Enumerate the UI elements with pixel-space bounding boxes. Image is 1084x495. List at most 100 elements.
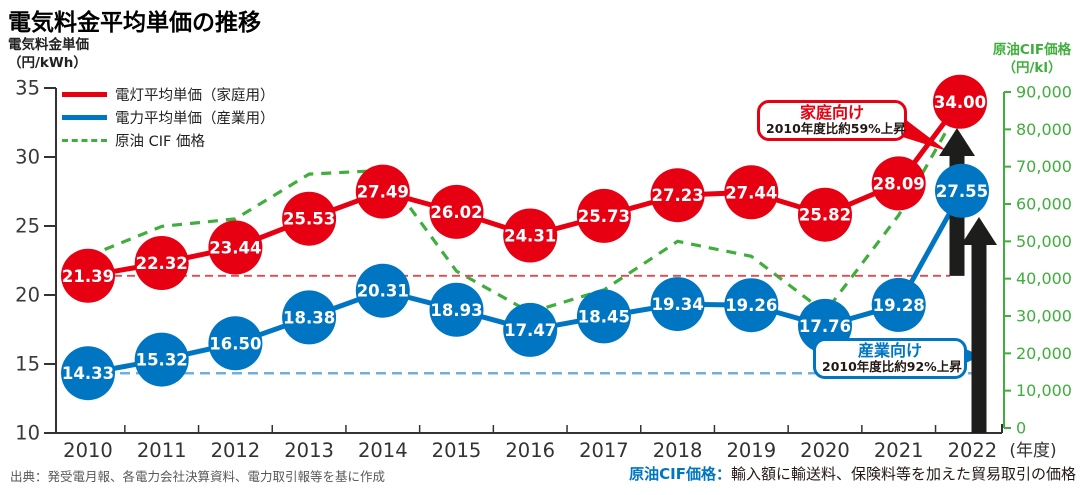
legend-label: 原油 CIF 価格 <box>115 134 205 150</box>
svg-text:19.28: 19.28 <box>873 296 925 315</box>
data-point-industry: 18.45 <box>576 289 631 344</box>
svg-text:2013: 2013 <box>284 439 334 462</box>
svg-text:14.33: 14.33 <box>62 364 114 383</box>
svg-text:27.44: 27.44 <box>725 183 777 202</box>
svg-text:19.26: 19.26 <box>725 296 777 315</box>
data-point-household: 34.00 <box>933 74 987 129</box>
left-axis: 35 30 25 20 15 10 <box>15 77 57 445</box>
legend-line-green-dashed-icon <box>62 139 107 142</box>
svg-text:20: 20 <box>15 284 40 307</box>
source-note: 出典：発受電月報、各電力会社決算資料、電力取引報等を基に作成 <box>10 469 386 484</box>
svg-text:80,000: 80,000 <box>1016 120 1072 139</box>
svg-text:34.00: 34.00 <box>934 93 986 112</box>
svg-text:15.32: 15.32 <box>136 351 188 370</box>
svg-text:2020: 2020 <box>800 439 850 462</box>
legend-item-cif: 原油 CIF 価格 <box>62 129 275 152</box>
svg-text:2018: 2018 <box>653 439 703 462</box>
legend-item-household: 電灯平均単価（家庭用） <box>62 83 275 106</box>
svg-text:2010: 2010 <box>63 439 113 462</box>
data-point-household: 25.82 <box>798 187 852 242</box>
svg-text:22.32: 22.32 <box>136 254 188 273</box>
svg-text:23.44: 23.44 <box>209 239 261 258</box>
svg-text:2011: 2011 <box>137 439 187 462</box>
svg-text:70,000: 70,000 <box>1016 157 1072 176</box>
svg-text:15: 15 <box>15 353 40 376</box>
page-title: 電気料金平均単価の推移 <box>8 10 261 36</box>
data-point-household: 26.02 <box>429 184 484 239</box>
svg-text:26.02: 26.02 <box>430 203 482 222</box>
svg-text:16.50: 16.50 <box>209 334 261 353</box>
svg-text:30: 30 <box>15 146 40 169</box>
svg-text:19.34: 19.34 <box>651 295 703 314</box>
data-point-household: 23.44 <box>208 220 263 275</box>
right-axis-title: 原油CIF価格 （円/kl） <box>984 42 1080 77</box>
data-point-industry: 19.34 <box>650 277 705 332</box>
legend-label: 電灯平均単価（家庭用） <box>115 88 275 104</box>
svg-text:2022: 2022 <box>948 439 998 462</box>
svg-text:2021: 2021 <box>874 439 924 462</box>
svg-text:28.09: 28.09 <box>873 174 925 193</box>
svg-text:20,000: 20,000 <box>1016 344 1072 363</box>
svg-text:50,000: 50,000 <box>1016 232 1072 251</box>
svg-text:40,000: 40,000 <box>1016 269 1072 288</box>
data-point-industry: 19.26 <box>724 278 779 333</box>
cif-note-text: 輸入額に輸送料、保険料等を加えた貿易取引の価格 <box>730 465 1076 483</box>
data-point-household: 25.53 <box>282 191 337 246</box>
svg-text:10,000: 10,000 <box>1016 381 1072 400</box>
svg-text:27.49: 27.49 <box>357 183 409 202</box>
legend-line-red-icon <box>62 92 107 97</box>
right-axis-title-line1: 原油CIF価格 <box>992 42 1072 58</box>
svg-text:2019: 2019 <box>726 439 776 462</box>
svg-text:18.38: 18.38 <box>283 308 335 327</box>
annotation-household: 家庭向け 2010年度比約59%上昇 <box>757 100 907 142</box>
data-point-household: 27.44 <box>724 165 779 220</box>
svg-text:0: 0 <box>1016 419 1026 438</box>
legend-item-industry: 電力平均単価（産業用） <box>62 106 275 129</box>
svg-text:24.31: 24.31 <box>504 227 556 246</box>
data-point-industry: 15.32 <box>134 332 189 387</box>
data-point-household: 22.32 <box>134 236 189 290</box>
data-point-household: 24.31 <box>503 208 558 263</box>
svg-text:27.23: 27.23 <box>651 186 703 205</box>
increase-arrow <box>961 217 997 433</box>
data-point-household: 21.39 <box>61 248 115 303</box>
svg-text:60,000: 60,000 <box>1016 195 1072 214</box>
left-axis-title: 電気料金単価 （円/kWh） <box>8 36 89 72</box>
svg-text:21.39: 21.39 <box>62 267 114 286</box>
svg-text:10: 10 <box>15 422 40 445</box>
data-point-industry: 18.93 <box>429 282 484 337</box>
data-point-industry: 17.47 <box>503 302 558 357</box>
svg-text:2015: 2015 <box>432 439 482 462</box>
annotation-title: 産業向け <box>857 341 922 360</box>
svg-text:2012: 2012 <box>211 439 261 462</box>
left-axis-title-line1: 電気料金単価 <box>8 37 89 53</box>
svg-text:25.53: 25.53 <box>283 210 335 229</box>
data-point-industry: 20.31 <box>355 263 410 318</box>
annotation-subtitle: 2010年度比約59%上昇 <box>766 120 906 136</box>
data-point-industry: 18.38 <box>282 290 337 345</box>
svg-text:18.45: 18.45 <box>578 307 630 326</box>
data-point-household: 28.09 <box>871 156 926 211</box>
svg-text:25: 25 <box>15 215 40 238</box>
legend-line-blue-icon <box>62 115 107 120</box>
legend-label: 電力平均単価（産業用） <box>115 111 275 127</box>
right-axis: 90,000 80,000 70,000 60,000 50,000 40,000 30,0… <box>1003 83 1072 438</box>
svg-text:18.93: 18.93 <box>430 301 482 320</box>
annotation-subtitle: 2010年度比約92%上昇 <box>822 358 962 374</box>
svg-text:2014: 2014 <box>358 439 408 462</box>
data-point-industry: 16.50 <box>208 316 263 371</box>
data-point-industry: 14.33 <box>61 346 115 401</box>
annotation-title: 家庭向け <box>799 103 864 122</box>
svg-text:35: 35 <box>15 77 40 100</box>
svg-text:2017: 2017 <box>579 439 629 462</box>
data-point-household: 27.49 <box>355 164 410 219</box>
svg-text:25.82: 25.82 <box>799 206 851 225</box>
svg-text:25.73: 25.73 <box>578 207 630 226</box>
svg-text:17.47: 17.47 <box>504 321 556 340</box>
svg-text:(年度): (年度) <box>1009 441 1056 461</box>
annotation-industry: 産業向け 2010年度比約92%上昇 <box>813 338 967 380</box>
cif-note-label: 原油CIF価格： <box>629 465 731 483</box>
data-point-household: 25.73 <box>576 188 631 243</box>
right-axis-title-line2: （円/kl） <box>1002 59 1062 76</box>
